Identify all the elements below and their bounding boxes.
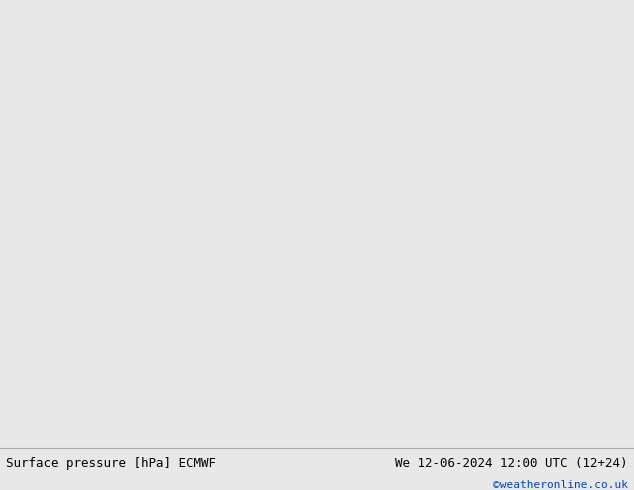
Text: ©weatheronline.co.uk: ©weatheronline.co.uk [493,480,628,490]
Text: We 12-06-2024 12:00 UTC (12+24): We 12-06-2024 12:00 UTC (12+24) [395,457,628,470]
Text: Surface pressure [hPa] ECMWF: Surface pressure [hPa] ECMWF [6,457,216,470]
